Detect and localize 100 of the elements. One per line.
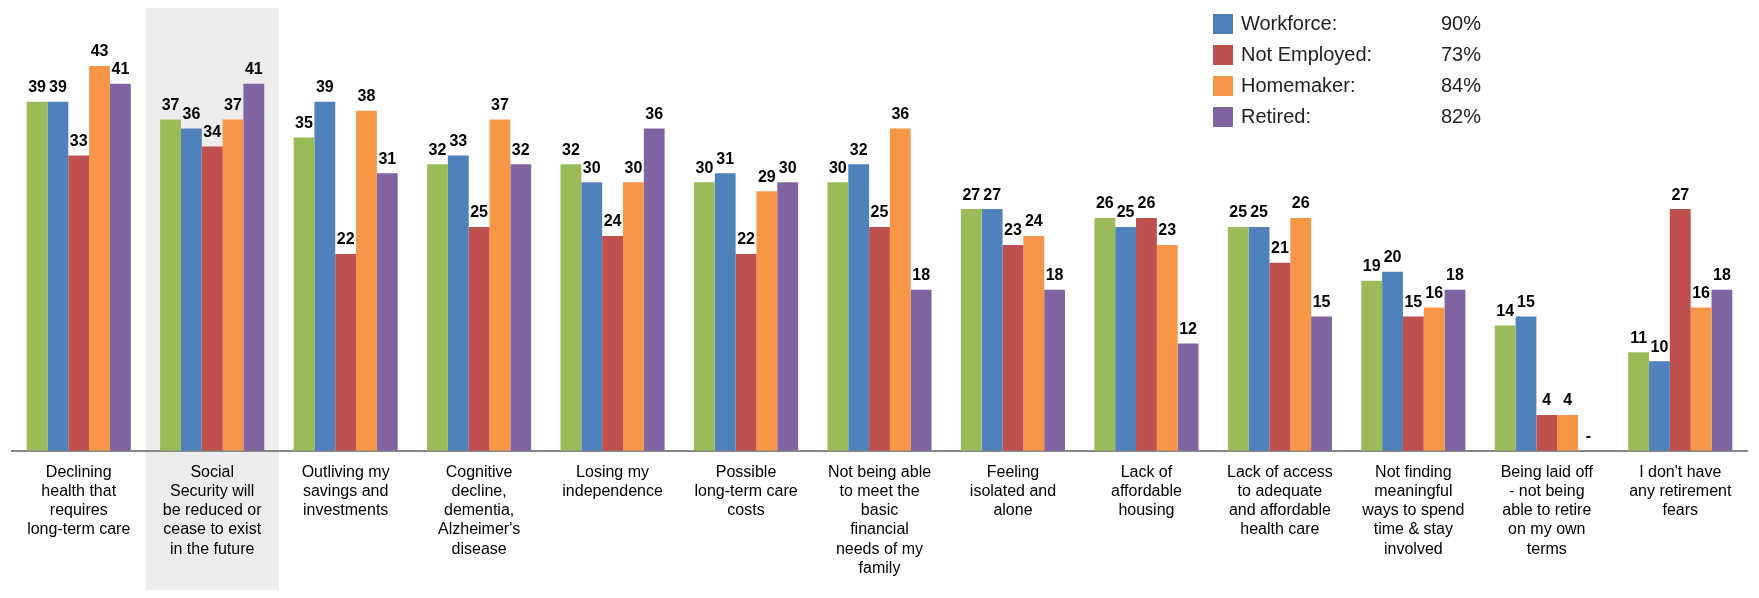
annotation: 84% bbox=[1440, 73, 1481, 98]
x-tick-label: Not being able to meet the basic financial needs of my family bbox=[827, 462, 932, 576]
x-tick-label: Feeling isolated and alone bbox=[969, 462, 1057, 519]
bar bbox=[1023, 235, 1045, 451]
bar bbox=[1557, 415, 1579, 451]
data-label: 31 bbox=[378, 149, 397, 167]
data-label: 32 bbox=[511, 140, 530, 158]
bar bbox=[1094, 218, 1116, 451]
x-tick-label: Declining health that requires long-term care bbox=[27, 462, 131, 538]
bar bbox=[622, 182, 644, 451]
data-label: 21 bbox=[1270, 239, 1289, 257]
data-label: 10 bbox=[1650, 337, 1669, 355]
x-tick-label: Social Security will be reduced or cease to exist in the future bbox=[162, 462, 263, 557]
data-label: 36 bbox=[645, 104, 664, 122]
data-label: 4 bbox=[1542, 391, 1552, 409]
data-label: 18 bbox=[1713, 266, 1731, 284]
data-label: 37 bbox=[224, 96, 243, 114]
bar bbox=[1177, 343, 1199, 451]
data-label: 22 bbox=[336, 230, 355, 248]
legend-label: Retired: bbox=[1240, 104, 1312, 129]
bar bbox=[777, 182, 799, 451]
bar bbox=[376, 173, 398, 451]
data-label: 39 bbox=[315, 78, 334, 96]
bar bbox=[68, 155, 90, 451]
data-label: 39 bbox=[49, 78, 67, 96]
data-label: 36 bbox=[182, 104, 201, 122]
data-label: 15 bbox=[1312, 292, 1331, 310]
bar bbox=[314, 101, 336, 451]
bar bbox=[643, 128, 665, 451]
bar bbox=[581, 182, 603, 451]
data-label: 30 bbox=[695, 158, 714, 176]
bar bbox=[1311, 316, 1332, 451]
data-label: 37 bbox=[491, 96, 509, 114]
bar bbox=[1423, 307, 1445, 451]
bar bbox=[981, 209, 1003, 451]
bar bbox=[1156, 244, 1178, 451]
bar bbox=[427, 164, 448, 451]
data-label: 41 bbox=[111, 60, 130, 78]
data-label: 32 bbox=[428, 140, 447, 158]
bar bbox=[201, 146, 223, 451]
data-label: 36 bbox=[891, 104, 910, 122]
data-label: 27 bbox=[962, 185, 981, 203]
data-label: 37 bbox=[161, 96, 180, 114]
bar bbox=[910, 289, 932, 451]
bar bbox=[109, 83, 131, 451]
bar bbox=[26, 101, 48, 451]
data-label: 27 bbox=[983, 185, 1002, 203]
bar bbox=[560, 164, 582, 451]
data-label: 29 bbox=[757, 167, 776, 185]
bar bbox=[489, 119, 511, 451]
bar bbox=[89, 65, 110, 451]
data-label: 30 bbox=[624, 158, 643, 176]
data-label: 26 bbox=[1137, 194, 1156, 212]
data-label: 24 bbox=[603, 212, 622, 230]
bar bbox=[222, 119, 244, 451]
data-label: 15 bbox=[1404, 292, 1423, 310]
bar bbox=[602, 235, 623, 451]
bar bbox=[1002, 244, 1024, 451]
bar bbox=[1515, 316, 1537, 451]
legend-label: Homemaker: bbox=[1240, 73, 1357, 98]
data-label: 33 bbox=[449, 131, 468, 149]
bar bbox=[1248, 227, 1270, 451]
data-label: 25 bbox=[1250, 203, 1269, 221]
data-label: 35 bbox=[295, 113, 314, 131]
bar bbox=[243, 83, 265, 451]
bar bbox=[827, 182, 849, 451]
bar bbox=[510, 164, 532, 451]
bar bbox=[889, 128, 911, 451]
bar bbox=[1690, 307, 1712, 451]
bar bbox=[1361, 280, 1383, 451]
bar bbox=[960, 209, 982, 451]
text: 90% bbox=[1440, 11, 1481, 36]
data-label: 23 bbox=[1004, 221, 1022, 239]
bar bbox=[1382, 271, 1403, 451]
data-label: 41 bbox=[244, 60, 263, 78]
data-label: 30 bbox=[582, 158, 601, 176]
data-label: 25 bbox=[1229, 203, 1248, 221]
data-label: 43 bbox=[90, 42, 109, 60]
bar bbox=[447, 155, 469, 451]
data-label: 16 bbox=[1425, 283, 1444, 301]
bar bbox=[160, 119, 181, 451]
data-label: 15 bbox=[1517, 292, 1535, 310]
data-label: 38 bbox=[357, 87, 376, 105]
data-label: 24 bbox=[1024, 212, 1043, 230]
data-label: 31 bbox=[716, 149, 735, 167]
bar bbox=[1290, 218, 1312, 451]
annotation: 82% bbox=[1440, 104, 1481, 129]
data-label: 16 bbox=[1692, 283, 1711, 301]
bar bbox=[1628, 352, 1650, 451]
bar bbox=[1711, 289, 1733, 451]
bar bbox=[1536, 415, 1558, 451]
bar bbox=[47, 101, 69, 451]
bar bbox=[848, 164, 870, 451]
x-tick-label: Outliving my savings and investments bbox=[301, 462, 390, 519]
bar bbox=[693, 182, 715, 451]
x-tick-label: Being laid off - not being able to retire on my own terms bbox=[1500, 462, 1594, 557]
x-tick-label: Lack of affordable housing bbox=[1110, 462, 1182, 519]
bar bbox=[1115, 227, 1137, 451]
data-label: 12 bbox=[1179, 319, 1198, 337]
data-label: 25 bbox=[470, 203, 489, 221]
